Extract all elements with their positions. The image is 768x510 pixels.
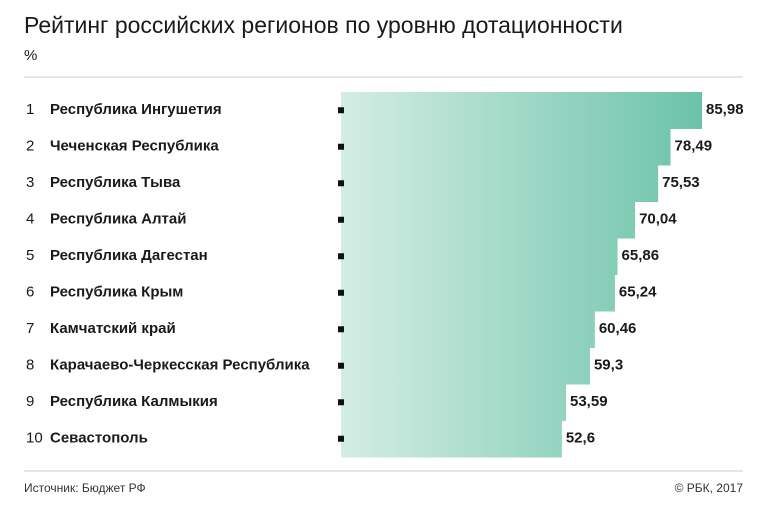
- value-label: 52,6: [566, 430, 595, 447]
- rank: 10: [26, 430, 43, 447]
- bar: [341, 384, 567, 421]
- value-label: 60,46: [599, 320, 637, 337]
- chart-title: Рейтинг российских регионов по уровню до…: [24, 12, 623, 38]
- rank: 7: [26, 320, 34, 337]
- category-label: Чеченская Республика: [50, 138, 219, 155]
- category-label: Республика Тыва: [50, 174, 181, 191]
- credit: © РБК, 2017: [675, 481, 744, 495]
- marker: [338, 435, 344, 442]
- marker: [338, 362, 344, 369]
- bar: [341, 274, 615, 312]
- value-label: 85,98: [706, 101, 744, 118]
- marker: [338, 216, 344, 223]
- rank: 9: [26, 393, 34, 410]
- bar: [341, 347, 590, 385]
- marker: [338, 253, 344, 260]
- bar: [341, 128, 671, 166]
- bar: [341, 311, 595, 348]
- bar: [341, 165, 659, 202]
- category-label: Карачаево-Черкесская Республика: [50, 357, 310, 374]
- rows: 1 Республика Ингушетия 85,98 2 Чеченская Рес…: [26, 92, 744, 458]
- bar: [341, 238, 618, 275]
- value-label: 59,3: [594, 357, 623, 374]
- marker: [338, 107, 344, 114]
- rank: 5: [26, 247, 34, 264]
- category-label: Республика Дагестан: [50, 247, 208, 264]
- bar: [341, 201, 636, 239]
- value-label: 65,86: [622, 247, 660, 264]
- rank: 4: [26, 211, 34, 228]
- bar: [341, 420, 562, 458]
- category-label: Республика Ингушетия: [50, 101, 222, 118]
- rank: 3: [26, 174, 34, 191]
- source: Источник: Бюджет РФ: [24, 481, 146, 495]
- category-label: Камчатский край: [50, 320, 176, 337]
- category-label: Республика Алтай: [50, 211, 186, 228]
- value-label: 65,24: [619, 284, 657, 301]
- value-label: 75,53: [662, 174, 700, 191]
- marker: [338, 289, 344, 296]
- value-label: 70,04: [639, 211, 677, 228]
- rank: 8: [26, 357, 34, 374]
- category-label: Республика Крым: [50, 284, 183, 301]
- rank: 1: [26, 101, 34, 118]
- rank: 2: [26, 138, 34, 155]
- chart-subtitle: %: [24, 47, 37, 64]
- category-label: Республика Калмыкия: [50, 393, 218, 410]
- marker: [338, 143, 344, 150]
- value-label: 53,59: [570, 393, 608, 410]
- value-label: 78,49: [675, 138, 713, 155]
- marker: [338, 399, 344, 406]
- marker: [338, 180, 344, 187]
- marker: [338, 326, 344, 333]
- category-label: Севастополь: [50, 430, 148, 447]
- rank: 6: [26, 284, 34, 301]
- bar: [341, 92, 702, 129]
